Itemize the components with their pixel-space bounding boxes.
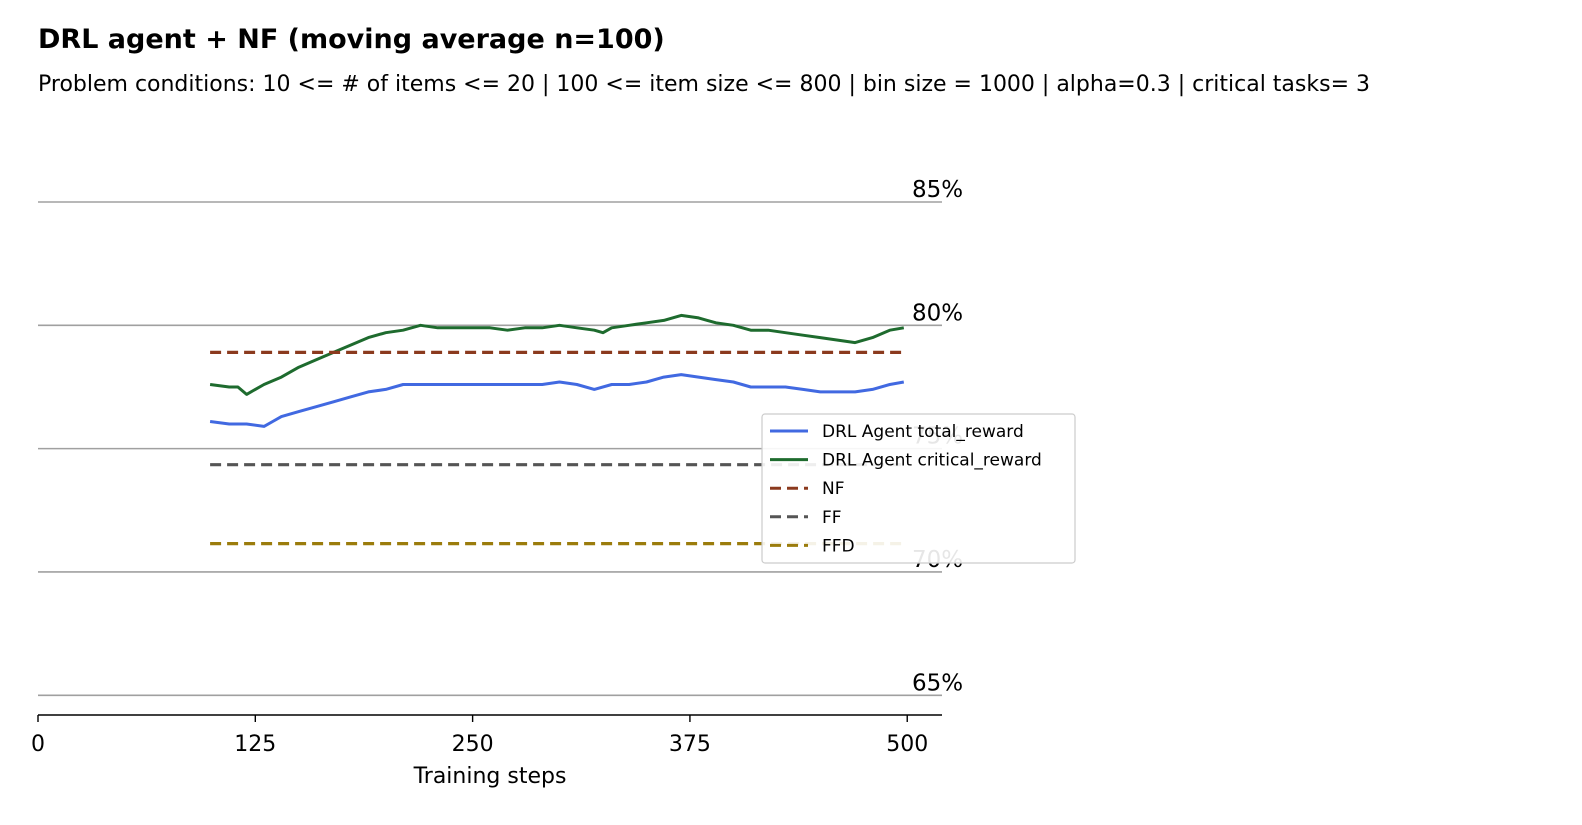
legend-label-drl-agent-total-reward: DRL Agent total_reward — [822, 422, 1024, 442]
x-tick-label-250: 250 — [452, 732, 494, 757]
chart-subtitle: Problem conditions: 10 <= # of items <= … — [38, 72, 1370, 97]
x-axis: 0 125 250 375 500 Training steps — [31, 714, 942, 789]
legend-box — [761, 413, 1076, 564]
legend-label-nf: NF — [822, 479, 845, 499]
x-tick-label-125: 125 — [234, 732, 276, 757]
x-tick-label-375: 375 — [669, 732, 711, 757]
legend-label-ff: FF — [822, 508, 842, 528]
series-layer — [209, 313, 905, 546]
x-tick-label-0: 0 — [31, 732, 45, 757]
y-grid-label-85: 85% — [912, 177, 963, 203]
legend: DRL Agent total_reward DRL Agent critical… — [761, 413, 1076, 564]
x-tick-label-500: 500 — [886, 732, 928, 757]
y-grid-label-80: 80% — [912, 300, 963, 326]
y-grid-label-65: 65% — [912, 670, 963, 696]
series-line-drl-agent-critical-reward — [209, 313, 905, 396]
chart-title: DRL agent + NF (moving average n=100) — [38, 24, 665, 55]
series-line-drl-agent-total-reward — [209, 373, 905, 428]
legend-label-ffd: FFD — [822, 536, 855, 556]
x-axis-label: Training steps — [413, 764, 567, 789]
legend-label-drl-agent-critical-reward: DRL Agent critical_reward — [822, 451, 1042, 471]
